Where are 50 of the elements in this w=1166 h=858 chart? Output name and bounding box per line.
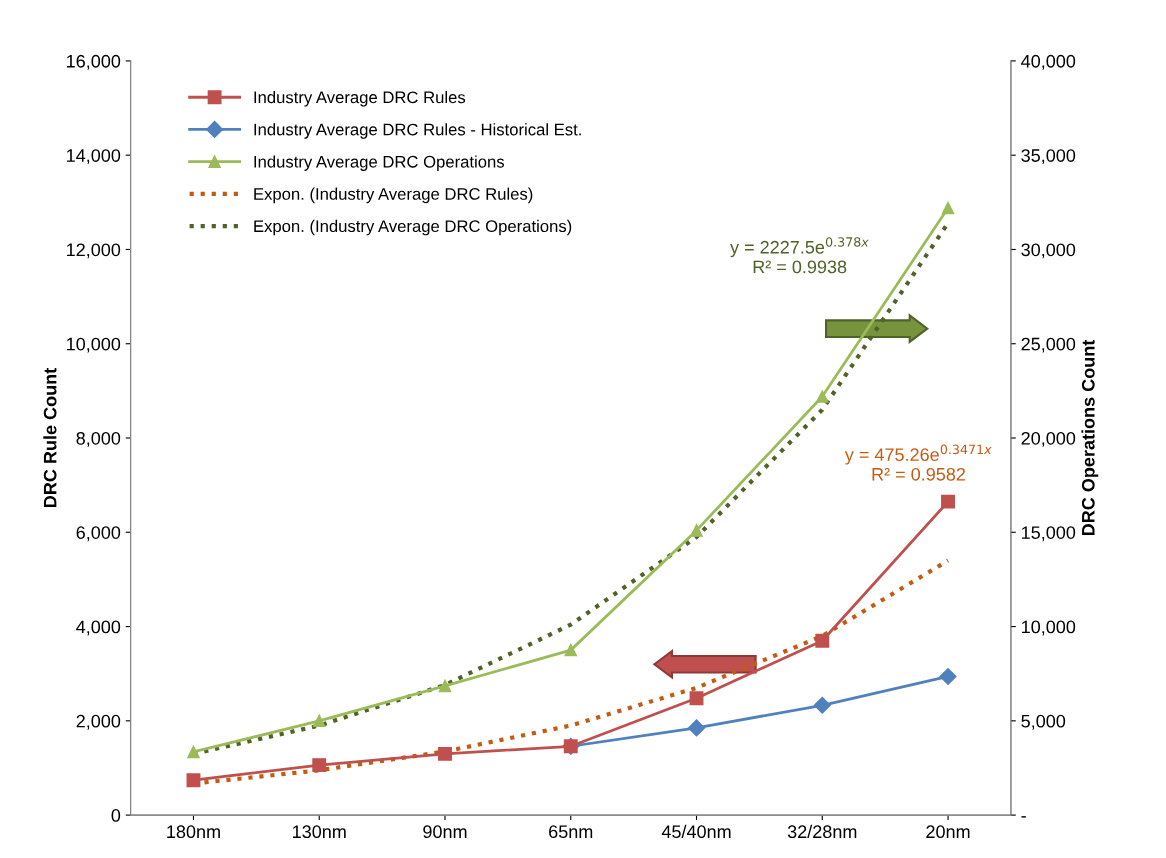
y-tick-label: 14,000 (67, 149, 121, 165)
legend-label: Industry Average DRC Operations (254, 155, 505, 171)
point (939, 667, 957, 686)
point (438, 679, 452, 693)
x-tick-label: 32/28nm (787, 824, 857, 839)
y-axis-title: DRC Rule Count (43, 368, 57, 508)
y2-tick-label: - (1021, 816, 1026, 818)
point (687, 719, 706, 737)
y2-tick-label: 25,000 (1021, 337, 1076, 353)
legend-label: Industry Average DRC Rules - Historical Est. (254, 123, 581, 139)
point (312, 714, 326, 728)
point (689, 691, 704, 706)
annotation: y = 475.26e$^{0.3471x}$ R² = 0.9582 (844, 444, 992, 481)
point (816, 390, 829, 403)
x-tick-label: 45/40nm (661, 824, 731, 839)
y-tick-label: 0 (111, 809, 121, 822)
point (941, 201, 955, 215)
point (312, 758, 327, 773)
x-tick-label: 180nm (167, 825, 220, 839)
legend-label: Expon. (Industry Average DRC Operations) (254, 219, 572, 236)
x-tick-label: 90nm (423, 825, 467, 839)
legend-label: Industry Average DRC Rules (254, 91, 466, 107)
y2-axis-title: DRC Operations Count (1081, 339, 1099, 536)
point (815, 633, 830, 648)
y-tick-label: 8,000 (76, 431, 121, 447)
y-tick-label: 16,000 (67, 54, 121, 70)
legend-label: Expon. (Industry Average DRC Rules) (254, 187, 533, 204)
y-tick-label: 2,000 (76, 714, 121, 730)
x-tick-label: 130nm (293, 825, 346, 839)
annotation: y = 2227.5e$^{0.378x}$ R² = 0.9938 (730, 237, 869, 274)
x-tick-label: 20nm (926, 825, 970, 839)
point (438, 746, 452, 761)
point (564, 643, 578, 657)
point (690, 524, 703, 537)
y2-tick-label: 10,000 (1022, 620, 1076, 636)
y2-tick-label: 15,000 (1022, 526, 1076, 542)
y2-tick-label: 5,000 (1021, 714, 1066, 730)
point (941, 494, 955, 509)
point (187, 745, 200, 759)
point (186, 773, 201, 788)
y-tick-label: 6,000 (76, 526, 121, 542)
y2-tick-label: 35,000 (1021, 149, 1076, 165)
y2-tick-label: 40,000 (1021, 54, 1076, 70)
y2-tick-label: 30,000 (1021, 243, 1076, 259)
y2-tick-label: 20,000 (1021, 431, 1076, 447)
y-tick-label: 12,000 (67, 243, 121, 259)
y-tick-label: 10,000 (67, 337, 121, 353)
y-tick-label: 4,000 (76, 620, 121, 636)
x-tick-label: 65nm (549, 825, 593, 839)
point (813, 696, 831, 714)
